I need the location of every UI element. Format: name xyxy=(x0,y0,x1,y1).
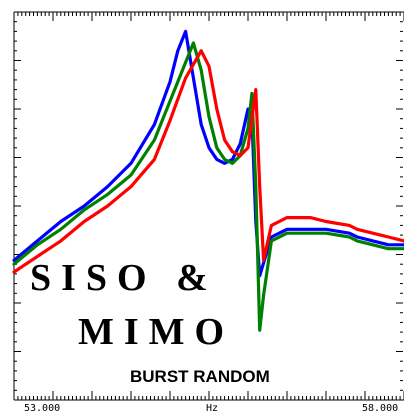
chart-title: SISO & MIMO xyxy=(30,257,234,353)
title-line-2: MIMO xyxy=(78,311,234,353)
series-line-3 xyxy=(12,49,404,274)
x-tick-label-max: 58.000 xyxy=(362,403,398,412)
series-layer xyxy=(12,29,404,332)
chart-axes xyxy=(13,11,404,401)
chart-subtitle: BURST RANDOM xyxy=(130,367,270,386)
title-line-1: SISO & xyxy=(30,257,218,299)
x-tick-label-min: 53.000 xyxy=(24,403,60,412)
series-line-2 xyxy=(12,41,404,332)
x-axis-label: Hz xyxy=(206,403,218,412)
